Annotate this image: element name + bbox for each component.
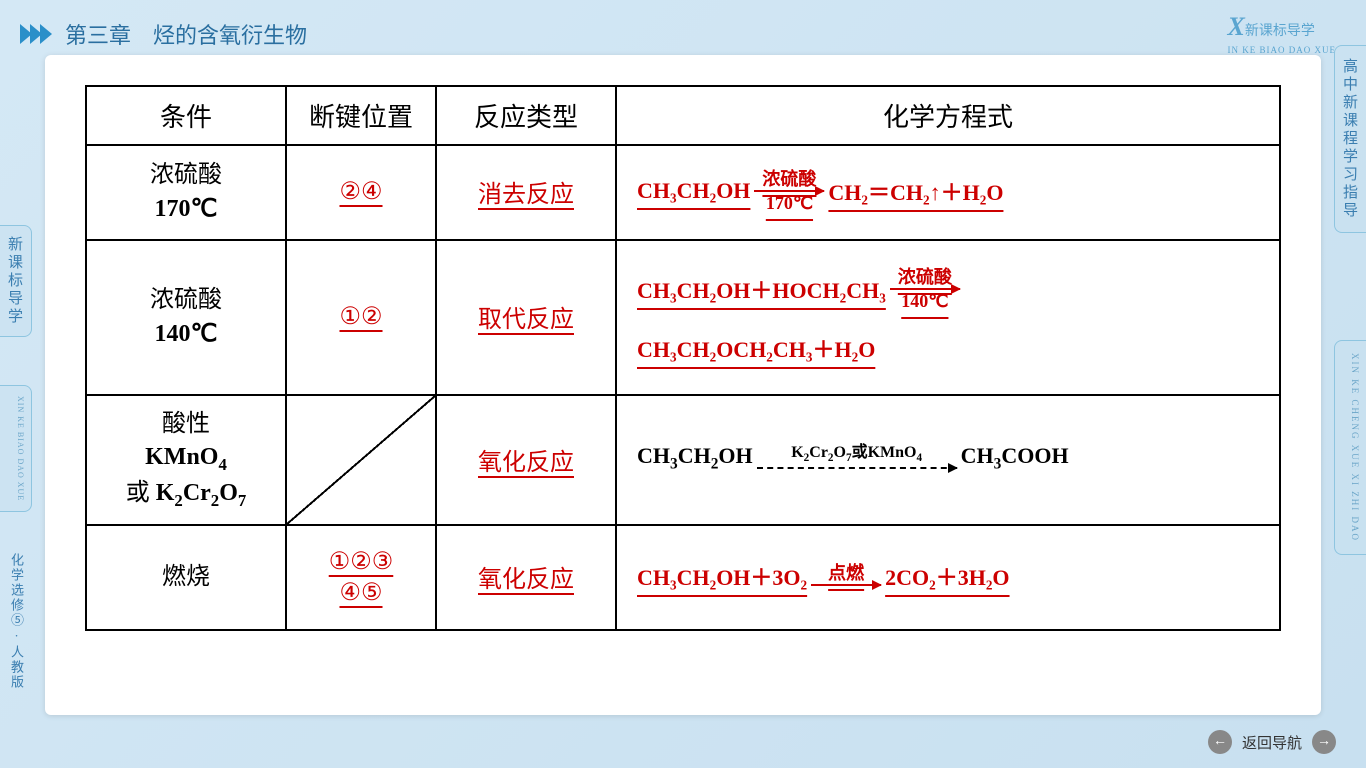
table-row: 酸性 KMnO4 或 K2Cr2O7 氧化反应 CH3CH2OH K2Cr2O7… [86, 395, 1280, 525]
brand-logo: X新课标导学 IN KE BIAO DAO XUE [1228, 12, 1337, 57]
cell-type: 消去反应 [436, 145, 616, 240]
eq-product: CH₂＝CH₂↑＋H₂O [828, 175, 1003, 207]
reaction-arrow: 浓硫酸 140℃ [890, 268, 960, 310]
logo-x: X [1228, 12, 1245, 41]
equation-line1: CH₃CH₂OH＋HOCH₂CH₃ 浓硫酸 140℃ [637, 268, 964, 314]
table-row: 浓硫酸 140℃ ①② 取代反应 CH₃CH₂OH＋HOCH₂CH₃ 浓硫酸 1… [86, 240, 1280, 395]
cond-text: 酸性 [162, 411, 210, 437]
reaction-arrow: K2Cr2O7或KMnO4 [757, 445, 957, 470]
footer-nav: ← 返回导航 → [1208, 730, 1336, 754]
logo-cn: 新课标导学 [1245, 24, 1315, 39]
reaction-arrow: 浓硫酸 170℃ [754, 170, 824, 212]
eq-reactant: CH3CH2OH [637, 443, 753, 473]
eq-reactant: CH₃CH₂OH＋HOCH₂CH₃ [637, 273, 886, 305]
arrow-condition-bot: 140℃ [901, 292, 948, 310]
cell-condition: 浓硫酸 170℃ [86, 145, 286, 240]
table-header-row: 条件 断键位置 反应类型 化学方程式 [86, 86, 1280, 145]
cell-type: 氧化反应 [436, 395, 616, 525]
cond-text: 浓硫酸 [150, 162, 222, 188]
reaction-type: 消去反应 [478, 174, 574, 211]
chapter-title: 第三章 烃的含氧衍生物 [65, 18, 307, 50]
cond-temp: 170℃ [155, 196, 218, 222]
eq-product: CH3COOH [961, 443, 1069, 473]
bond-pos: ①② [339, 302, 382, 333]
reaction-table: 条件 断键位置 反应类型 化学方程式 浓硫酸 170℃ ②④ 消去反应 CH₃C… [85, 85, 1281, 631]
cell-equation: CH₃CH₂OH＋HOCH₂CH₃ 浓硫酸 140℃ CH₃CH₂OCH₂CH₃… [616, 240, 1280, 395]
side-tab-right-cn: 高中新课程学习指导 [1334, 45, 1366, 233]
equation: CH₃CH₂OH＋3O₂ 点燃 2CO₂＋3H₂O [637, 560, 1010, 596]
table-row: 浓硫酸 170℃ ②④ 消去反应 CH₃CH₂OH 浓硫酸 170℃ CH₂＝C… [86, 145, 1280, 240]
th-bond: 断键位置 [286, 86, 436, 145]
cell-type: 取代反应 [436, 240, 616, 395]
cell-type: 氧化反应 [436, 525, 616, 630]
cell-equation: CH3CH2OH K2Cr2O7或KMnO4 CH3COOH [616, 395, 1280, 525]
back-nav-label[interactable]: 返回导航 [1242, 732, 1302, 753]
bond-pos: ②④ [339, 177, 382, 208]
side-tab-left-book: 化学选修⑤·人教版 [0, 545, 32, 698]
equation: CH₃CH₂OH 浓硫酸 170℃ CH₂＝CH₂↑＋H₂O [637, 170, 1003, 216]
logo-en: IN KE BIAO DAO XUE [1228, 45, 1337, 55]
prev-button[interactable]: ← [1208, 730, 1232, 754]
equation-line2: CH₃CH₂OCH₂CH₃＋H₂O [637, 332, 875, 368]
content-panel: 条件 断键位置 反应类型 化学方程式 浓硫酸 170℃ ②④ 消去反应 CH₃C… [45, 55, 1321, 715]
arrow-condition-top: K2Cr2O7或KMnO4 [791, 445, 922, 464]
eq-product: 2CO₂＋3H₂O [885, 560, 1009, 592]
bond-pos-l2: ④⑤ [339, 578, 382, 609]
bond-pos-l1: ①②③ [329, 547, 394, 578]
reaction-type: 取代反应 [478, 299, 574, 336]
arrow-condition-top: 浓硫酸 [898, 268, 952, 286]
th-condition: 条件 [86, 86, 286, 145]
eq-product: CH₃CH₂OCH₂CH₃＋H₂O [637, 332, 875, 364]
next-button[interactable]: → [1312, 730, 1336, 754]
th-type: 反应类型 [436, 86, 616, 145]
cell-bond-diagonal [286, 395, 436, 525]
arrow-dash-icon [757, 467, 957, 469]
th-equation: 化学方程式 [616, 86, 1280, 145]
eq-reactant: CH₃CH₂OH＋3O₂ [637, 560, 807, 592]
cond-text: 浓硫酸 [150, 287, 222, 313]
cond-temp: 140℃ [155, 321, 218, 347]
cell-bond: ①② [286, 240, 436, 395]
cell-condition: 浓硫酸 140℃ [86, 240, 286, 395]
cell-condition: 燃烧 [86, 525, 286, 630]
reaction-type: 氧化反应 [478, 442, 574, 479]
arrow-condition-bot: 170℃ [766, 194, 813, 212]
cell-condition: 酸性 KMnO4 或 K2Cr2O7 [86, 395, 286, 525]
reaction-arrow: 点燃 [811, 564, 881, 588]
side-tab-left-cn: 新课标导学 [0, 225, 32, 337]
reaction-type: 氧化反应 [478, 559, 574, 596]
table-row: 燃烧 ①②③ ④⑤ 氧化反应 CH₃CH₂OH＋3O₂ 点燃 2CO₂＋3H₂O [86, 525, 1280, 630]
arrow-line-icon [811, 584, 881, 586]
slide-header: 第三章 烃的含氧衍生物 [20, 18, 307, 50]
arrow-condition-top: 点燃 [828, 564, 864, 582]
cell-equation: CH₃CH₂OH 浓硫酸 170℃ CH₂＝CH₂↑＋H₂O [616, 145, 1280, 240]
cell-equation: CH₃CH₂OH＋3O₂ 点燃 2CO₂＋3H₂O [616, 525, 1280, 630]
chevron-icons [20, 24, 50, 44]
arrow-condition-top: 浓硫酸 [762, 170, 816, 188]
equation: CH3CH2OH K2Cr2O7或KMnO4 CH3COOH [637, 443, 1069, 477]
arrow-line-icon [754, 190, 824, 192]
chevron-icon [40, 24, 52, 44]
side-tab-right-en: XIN KE CHENG XUE XI ZHI DAO [1334, 340, 1366, 555]
cell-bond: ①②③ ④⑤ [286, 525, 436, 630]
arrow-line-icon [890, 288, 960, 290]
eq-reactant: CH₃CH₂OH [637, 178, 750, 204]
side-tab-left-en: XIN KE BIAO DAO XUE [0, 385, 32, 512]
cell-bond: ②④ [286, 145, 436, 240]
